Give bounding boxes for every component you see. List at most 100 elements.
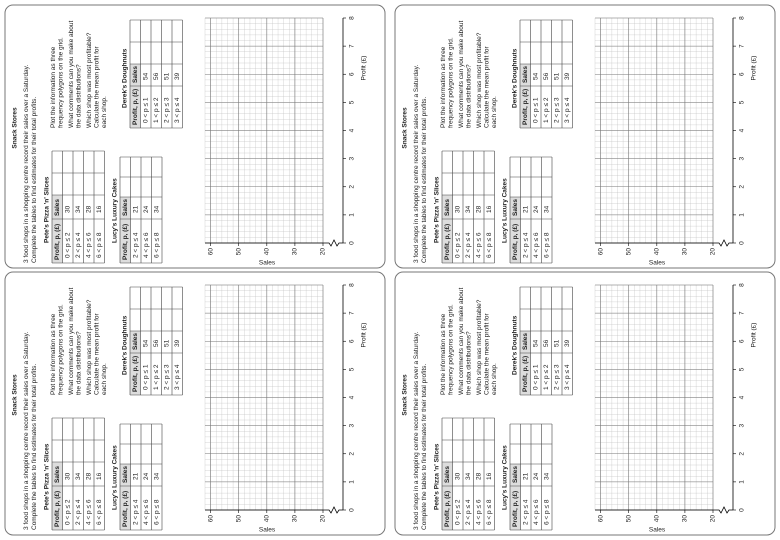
x-tick-label: 8 <box>349 283 356 287</box>
table-header-bg <box>52 462 63 530</box>
x-tick-label: 8 <box>739 283 746 287</box>
sales-value: 34 <box>465 472 472 480</box>
table-header: Sales <box>522 333 529 350</box>
profit-interval: 6 < p ≤ 8 <box>543 499 550 525</box>
worksheet-title: Snack Stores <box>402 107 409 149</box>
profit-interval: 0 < p ≤ 2 <box>454 232 461 258</box>
intro-text: 3 food shops in a shopping centre record… <box>23 65 38 263</box>
profit-interval: 1 < p ≤ 2 <box>543 97 550 123</box>
y-tick-label: 30 <box>292 248 299 256</box>
question-text: Plot the information as threefrequency p… <box>440 304 455 395</box>
profit-interval: 0 < p ≤ 1 <box>532 364 539 390</box>
profit-interval: 0 < p ≤ 2 <box>64 499 71 525</box>
table-caption: Lucy's Luxury Cakes <box>502 178 509 243</box>
x-tick-label: 5 <box>349 367 356 371</box>
sales-value: 39 <box>174 339 181 347</box>
sales-value: 28 <box>475 205 482 213</box>
table-header: Profit, p, (£) <box>444 224 451 260</box>
intro-text: 3 food shops in a shopping centre record… <box>23 332 38 530</box>
profit-interval: 4 < p ≤ 6 <box>533 232 540 258</box>
sales-value: 30 <box>454 205 461 213</box>
profit-interval: 4 < p ≤ 6 <box>85 499 92 525</box>
sales-value: 56 <box>543 339 550 347</box>
sales-value: 24 <box>533 472 540 480</box>
y-tick-label: 20 <box>320 248 327 256</box>
sales-value: 30 <box>64 472 71 480</box>
profit-interval: 2 < p ≤ 4 <box>522 499 529 525</box>
x-tick-label: 7 <box>739 311 746 315</box>
y-tick-label: 50 <box>235 515 242 523</box>
table-header-bg <box>520 64 531 128</box>
x-tick-label: 0 <box>349 508 356 512</box>
worksheet-panel: Snack Stores 3 food shops in a shopping c… <box>12 16 368 267</box>
x-axis-label: Profit (£) <box>751 323 758 348</box>
profit-interval: 3 < p ≤ 4 <box>564 97 571 123</box>
profit-interval: 0 < p ≤ 2 <box>454 499 461 525</box>
x-tick-label: 2 <box>739 185 746 189</box>
profit-interval: 6 < p ≤ 8 <box>543 232 550 258</box>
x-tick-label: 8 <box>349 16 356 20</box>
y-tick-label: 60 <box>597 248 604 256</box>
question-text: Plot the information as threefrequency p… <box>50 37 65 128</box>
table-header-bg <box>52 195 63 263</box>
sales-value: 34 <box>465 205 472 213</box>
x-tick-label: 4 <box>739 395 746 399</box>
sales-value: 54 <box>532 339 539 347</box>
sales-value: 56 <box>153 72 160 80</box>
x-tick-label: 8 <box>739 16 746 20</box>
x-tick-label: 6 <box>739 72 746 76</box>
sales-value: 56 <box>153 339 160 347</box>
table-caption: Lucy's Luxury Cakes <box>502 445 509 510</box>
sales-value: 21 <box>132 205 139 213</box>
worksheet-panel: Snack Stores 3 food shops in a shopping c… <box>402 283 758 534</box>
table-caption: Lucy's Luxury Cakes <box>112 178 119 243</box>
sales-value: 39 <box>564 72 571 80</box>
y-axis-label: Sales <box>649 260 666 267</box>
table-header: Sales <box>54 466 61 483</box>
sales-value: 24 <box>533 205 540 213</box>
x-tick-label: 5 <box>349 100 356 104</box>
profit-interval: 4 < p ≤ 6 <box>475 232 482 258</box>
sales-value: 16 <box>486 205 493 213</box>
table-header: Profit, p, (£) <box>54 491 61 527</box>
table-header: Profit, p, (£) <box>512 224 519 260</box>
panel-border <box>394 271 776 536</box>
sales-value: 39 <box>564 339 571 347</box>
sales-value: 16 <box>96 472 103 480</box>
profit-interval: 6 < p ≤ 8 <box>96 232 103 258</box>
profit-interval: 0 < p ≤ 1 <box>142 97 149 123</box>
profit-interval: 6 < p ≤ 8 <box>486 499 493 525</box>
profit-interval: 0 < p ≤ 1 <box>532 97 539 123</box>
worksheet-title: Snack Stores <box>12 374 19 416</box>
table-header: Sales <box>444 466 451 483</box>
profit-interval: 4 < p ≤ 6 <box>85 232 92 258</box>
panel-border <box>4 271 386 536</box>
profit-interval: 2 < p ≤ 4 <box>132 232 139 258</box>
table-header: Profit, p, (£) <box>522 89 529 125</box>
table-caption: Derek's Doughnuts <box>122 315 129 375</box>
table-caption: Derek's Doughnuts <box>512 315 519 375</box>
table-caption: Derek's Doughnuts <box>122 48 129 108</box>
worksheet-panel: Snack Stores 3 food shops in a shopping c… <box>12 283 368 534</box>
sales-value: 24 <box>143 205 150 213</box>
table-header: Profit, p, (£) <box>444 491 451 527</box>
table-header: Profit, p, (£) <box>122 491 129 527</box>
intro-text: 3 food shops in a shopping centre record… <box>413 332 428 530</box>
x-tick-label: 1 <box>739 213 746 217</box>
y-tick-label: 30 <box>682 248 689 256</box>
table-header-bg <box>130 64 141 128</box>
table-header-bg <box>120 197 131 263</box>
y-tick-label: 40 <box>654 248 661 256</box>
sales-value: 34 <box>543 472 550 480</box>
worksheet-title: Snack Stores <box>402 374 409 416</box>
profit-interval: 1 < p ≤ 2 <box>153 97 160 123</box>
profit-interval: 6 < p ≤ 8 <box>153 232 160 258</box>
profit-interval: 2 < p ≤ 4 <box>75 232 82 258</box>
table-header-bg <box>442 195 453 263</box>
x-tick-label: 3 <box>349 156 356 160</box>
y-tick-label: 50 <box>235 248 242 256</box>
y-tick-label: 50 <box>625 515 632 523</box>
table-header: Profit, p, (£) <box>54 224 61 260</box>
question-text: What comments can you make aboutthe data… <box>458 21 473 128</box>
table-header: Sales <box>132 333 139 350</box>
